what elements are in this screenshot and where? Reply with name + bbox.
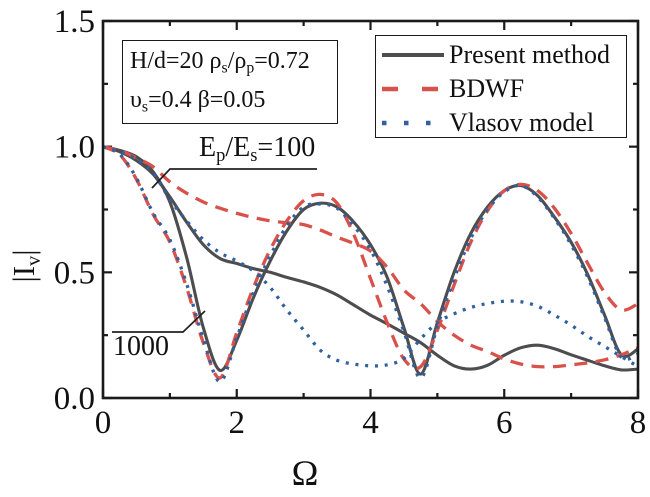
- y-tick-label: 1.5: [54, 4, 95, 40]
- subscript-text: p: [216, 145, 226, 166]
- annotation-ep-es-100: Ep/Es=100: [199, 134, 315, 165]
- plot-frame: [101, 19, 640, 400]
- curve-present-100: [102, 145, 639, 372]
- parameter-line-2: υs=0.4 β=0.05: [130, 88, 265, 115]
- curve-bdwf-1000: [102, 145, 639, 380]
- y-tick-label: 1.0: [54, 130, 95, 166]
- leader-line-ep-es-100: [151, 168, 317, 189]
- curve-vlasov-1000: [102, 145, 639, 384]
- text-run: |I: [6, 265, 42, 283]
- text-run: υ: [130, 87, 142, 113]
- present-method-line-swatch: [382, 53, 444, 57]
- subscript-text: v: [22, 255, 45, 266]
- text-run: /ρ: [227, 48, 247, 74]
- text-run: H/d=20 ρ: [130, 48, 222, 74]
- subscript-text: s: [141, 98, 149, 116]
- x-tick-label: 2: [229, 405, 246, 441]
- x-tick-label: 0: [95, 405, 112, 441]
- legend-item-vlasov-model: Vlasov model: [381, 108, 594, 138]
- x-tick-label: 4: [362, 405, 379, 441]
- x-tick-label: 6: [496, 405, 513, 441]
- text-run: /E: [225, 132, 251, 163]
- vlasov-model-line-swatch: [382, 120, 444, 126]
- curve-vlasov-100: [102, 145, 639, 369]
- subscript-text: s: [221, 59, 228, 77]
- parameter-line-1: H/d=20 ρs/ρp=0.72: [130, 49, 310, 76]
- legend-label: BDWF: [449, 74, 525, 103]
- legend-label: Present method: [449, 40, 611, 69]
- text-run: =0.4 β=0.05: [148, 87, 266, 113]
- bdwf-line-swatch: [382, 86, 444, 92]
- leader-line-ep-es-1000: [112, 310, 206, 333]
- subscript-text: s: [250, 145, 258, 166]
- curve-bdwf-100: [102, 145, 639, 369]
- y-tick-label: 0.5: [54, 255, 95, 291]
- text-run: =100: [257, 132, 316, 163]
- legend-item-bdwf: BDWF: [381, 74, 524, 104]
- parameter-box: H/d=20 ρs/ρp=0.72 υs=0.4 β=0.05: [122, 40, 338, 124]
- text-run: =0.72: [254, 48, 310, 74]
- legend-item-present-method: Present method: [381, 40, 610, 70]
- annotation-ep-es-1000: 1000: [113, 331, 169, 362]
- y-tick-label: 0.0: [54, 381, 95, 417]
- text-run: |: [6, 249, 42, 256]
- curve-present-1000: [102, 145, 639, 376]
- legend: Present method BDWF Vlasov model: [375, 35, 627, 138]
- x-axis-label: Ω: [291, 453, 319, 493]
- legend-label: Vlasov model: [449, 108, 595, 137]
- x-tick-label: 8: [630, 405, 647, 441]
- subscript-text: p: [246, 59, 255, 77]
- text-run: E: [199, 132, 217, 163]
- y-axis-label: |Iv|: [6, 250, 46, 283]
